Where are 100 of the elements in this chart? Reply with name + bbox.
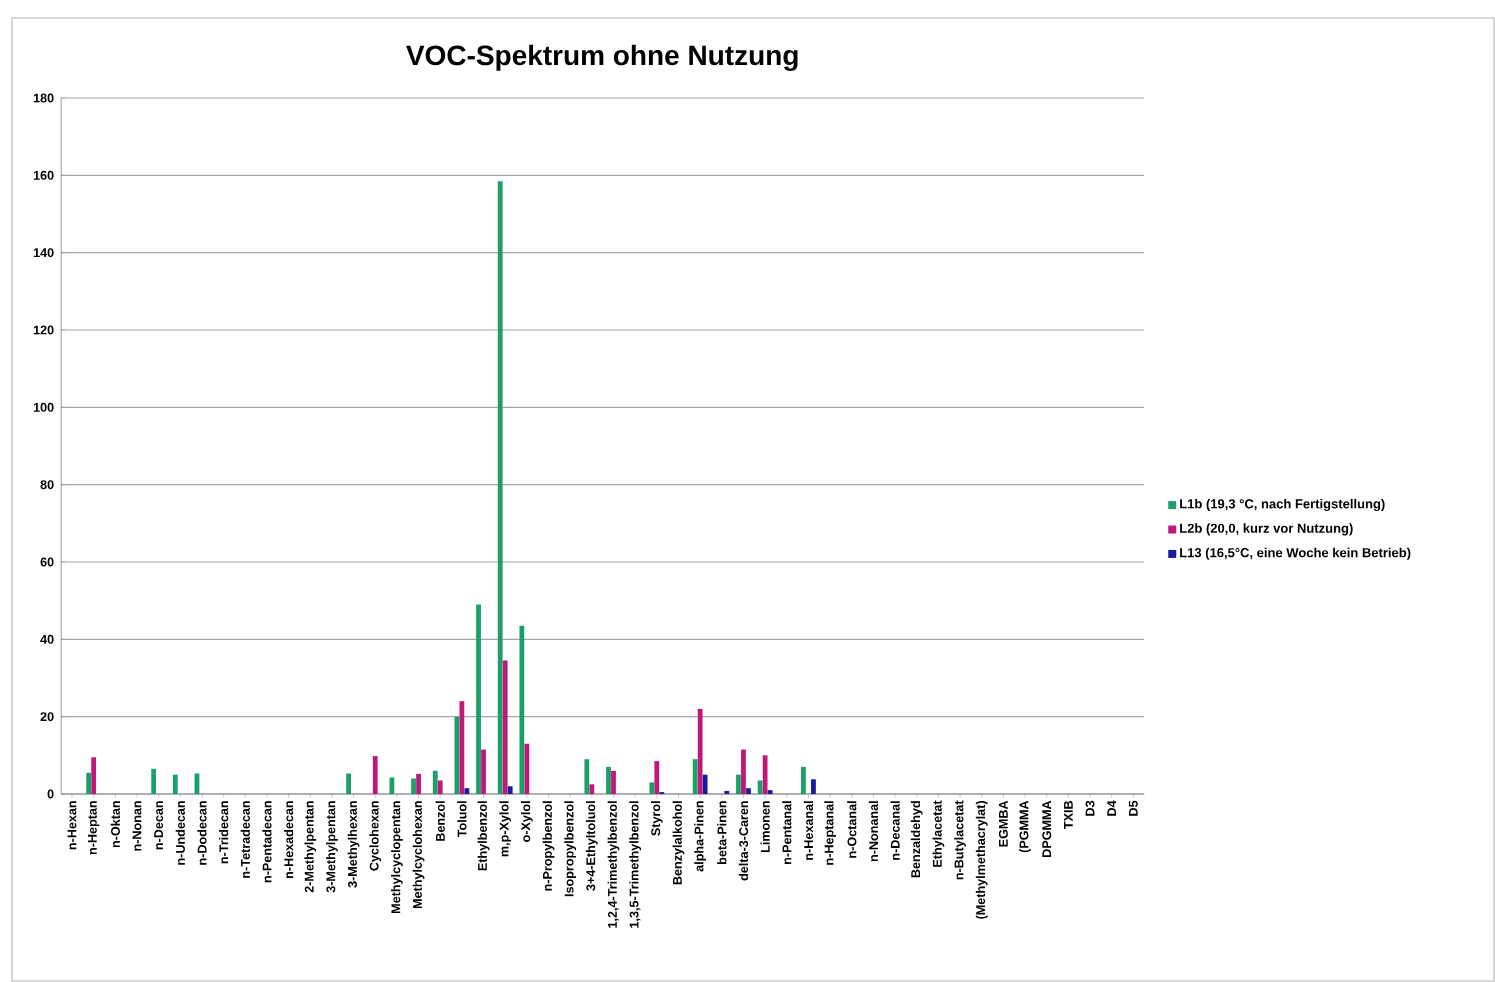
x-tick-label: n-Undecan xyxy=(175,801,185,865)
bar xyxy=(481,749,486,794)
y-tick-label: 40 xyxy=(40,634,54,644)
x-tick-label: n-Nonanal xyxy=(868,801,879,862)
x-tick-label: n-Heptan xyxy=(88,801,100,855)
x-tick-label: Isopropylbenzol xyxy=(564,801,577,897)
bar xyxy=(454,716,460,794)
x-tick-label: alpha-Pinen xyxy=(694,801,706,872)
y-tick-label: 0 xyxy=(47,789,54,799)
x-tick-label: 3+4-Ethyltoluol xyxy=(585,801,598,891)
x-tick-label: Benzylalkohol xyxy=(672,801,685,885)
bar xyxy=(589,784,595,794)
bar xyxy=(801,766,806,794)
x-tick-label: n-Decanal xyxy=(890,801,900,860)
bar xyxy=(724,790,730,794)
bar xyxy=(502,660,508,794)
y-tick-label: 20 xyxy=(40,712,54,722)
x-tick-label: m,p-Xylol xyxy=(499,801,512,857)
bar xyxy=(91,757,97,794)
bar xyxy=(811,779,816,794)
bar xyxy=(411,778,416,794)
x-tick-label: delta-3-Caren xyxy=(738,801,749,881)
x-tick-label: n-Dodecan xyxy=(197,801,207,865)
bar xyxy=(767,790,773,794)
x-tick-label: 1,2,4-Trimethylbenzol xyxy=(607,801,620,928)
x-tick-label: D3 xyxy=(1085,800,1095,816)
bar xyxy=(507,786,513,794)
bar xyxy=(741,749,746,794)
x-tick-label: (PGMMA xyxy=(1019,800,1031,853)
bar xyxy=(416,773,421,794)
bar xyxy=(172,774,178,794)
x-tick-label: n-Propylbenzol xyxy=(542,801,555,891)
x-tick-label: 2-Methylpentan xyxy=(304,801,317,893)
x-tick-label: o-Xylol xyxy=(520,801,533,842)
x-tick-label: D5 xyxy=(1128,800,1138,816)
legend-label: L1b (19,3 °C, nach Fertigstellung) xyxy=(1180,498,1385,512)
bar xyxy=(464,788,470,794)
x-tick-label: 1,3,5-Trimethylbenzol xyxy=(629,801,642,928)
bar xyxy=(476,604,481,794)
bar xyxy=(151,768,157,794)
x-tick-label: 3-Methylpentan xyxy=(326,801,338,893)
y-tick-label: 100 xyxy=(33,402,54,412)
y-tick-label: 120 xyxy=(33,325,54,335)
bar xyxy=(649,782,655,794)
x-tick-label: Limonen xyxy=(760,801,770,853)
bar xyxy=(459,701,465,794)
chart-title: VOC-Spektrum ohne Nutzung xyxy=(406,44,798,71)
x-tick-label: n-Tetradecan xyxy=(240,801,250,878)
bar xyxy=(432,770,438,794)
bar xyxy=(524,743,530,794)
bar xyxy=(762,755,768,794)
x-tick-label: Benzol xyxy=(435,801,445,841)
x-tick-label: n-Hexadecan xyxy=(283,801,294,879)
x-tick-label: n-Butylacetat xyxy=(954,800,966,880)
x-tick-label: Benzaldehyd xyxy=(910,801,923,878)
y-tick-label: 60 xyxy=(40,557,54,567)
y-tick-label: 160 xyxy=(33,170,54,180)
bar xyxy=(736,774,741,794)
bar xyxy=(746,788,751,794)
x-tick-label: n-Octanal xyxy=(847,801,857,858)
bar xyxy=(692,759,698,794)
x-tick-label: n-Hexanal xyxy=(803,801,814,860)
x-tick-label: DPGMMA xyxy=(1042,800,1052,857)
x-tick-label: n-Nonan xyxy=(132,801,142,851)
x-tick-label: 3-Methylhexan xyxy=(347,801,360,888)
legend-label: L13 (16,5°C, eine Woche kein Betrieb) xyxy=(1180,547,1411,560)
x-tick-label: Styrol xyxy=(650,801,663,836)
legend-label: L2b (20,0, kurz vor Nutzung) xyxy=(1180,523,1353,536)
bar xyxy=(86,772,92,794)
bar xyxy=(437,780,443,794)
bar xyxy=(606,766,611,794)
x-tick-label: Methylcyclohexan xyxy=(412,801,425,909)
x-tick-label: Ethylbenzol xyxy=(477,801,490,871)
x-tick-label: beta-Pinen xyxy=(717,801,727,864)
bar xyxy=(519,625,525,794)
x-tick-label: Cyclohexan xyxy=(369,801,382,871)
bar xyxy=(702,774,708,794)
bar xyxy=(654,761,660,794)
bar xyxy=(584,759,590,794)
bar xyxy=(372,756,378,794)
x-tick-label: EGMBA xyxy=(998,800,1008,847)
x-tick-label: Ethylacetat xyxy=(932,800,945,867)
x-tick-label: n-Decan xyxy=(154,801,164,850)
bar xyxy=(757,780,763,794)
x-tick-label: n-Heptanal xyxy=(824,801,836,865)
bar xyxy=(346,773,351,794)
y-tick-label: 140 xyxy=(33,248,54,258)
x-tick-label: n-Pentanal xyxy=(782,801,792,864)
x-tick-label: n-Hexan xyxy=(67,801,77,850)
bar xyxy=(611,770,616,794)
bar xyxy=(697,708,703,794)
x-tick-label: n-Pentadecan xyxy=(262,801,272,883)
bar xyxy=(497,181,503,794)
y-tick-label: 180 xyxy=(33,93,54,103)
x-tick-label: TXIB xyxy=(1064,800,1073,829)
x-tick-label: n-Oktan xyxy=(110,801,120,848)
x-tick-label: D4 xyxy=(1107,800,1117,816)
x-tick-label: (Methylmethacrylat) xyxy=(975,801,988,919)
y-tick-label: 80 xyxy=(40,480,54,490)
x-tick-label: Methylcyclopentan xyxy=(391,801,403,913)
